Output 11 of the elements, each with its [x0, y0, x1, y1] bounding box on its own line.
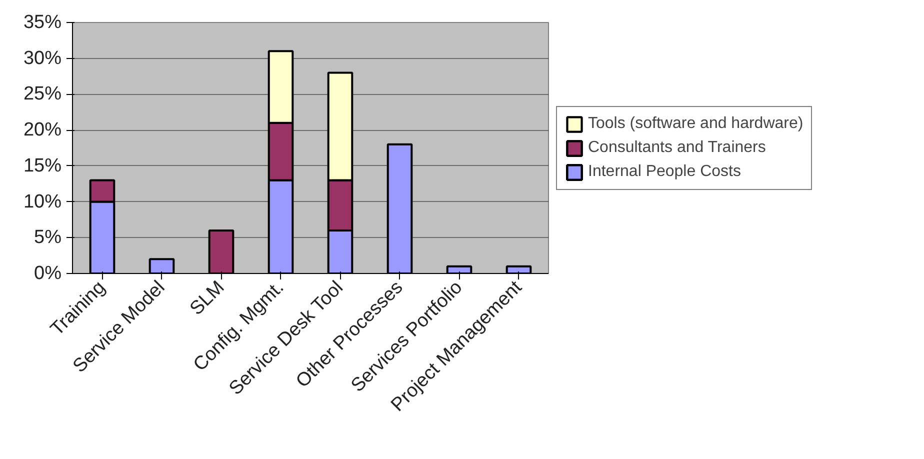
legend-label: Tools (software and hardware) — [588, 114, 804, 132]
y-tick-label: 15% — [23, 155, 62, 176]
y-tick-label: 5% — [34, 227, 62, 248]
y-tick-label: 20% — [23, 120, 62, 141]
y-tick-label: 10% — [23, 191, 62, 212]
y-tick-label: 30% — [23, 48, 62, 69]
legend-label: Consultants and Trainers — [588, 138, 766, 156]
y-tick-label: 0% — [34, 263, 62, 284]
legend-label: Internal People Costs — [588, 162, 741, 180]
y-tick-label: 25% — [23, 84, 62, 105]
y-tick-label: 35% — [23, 12, 62, 33]
